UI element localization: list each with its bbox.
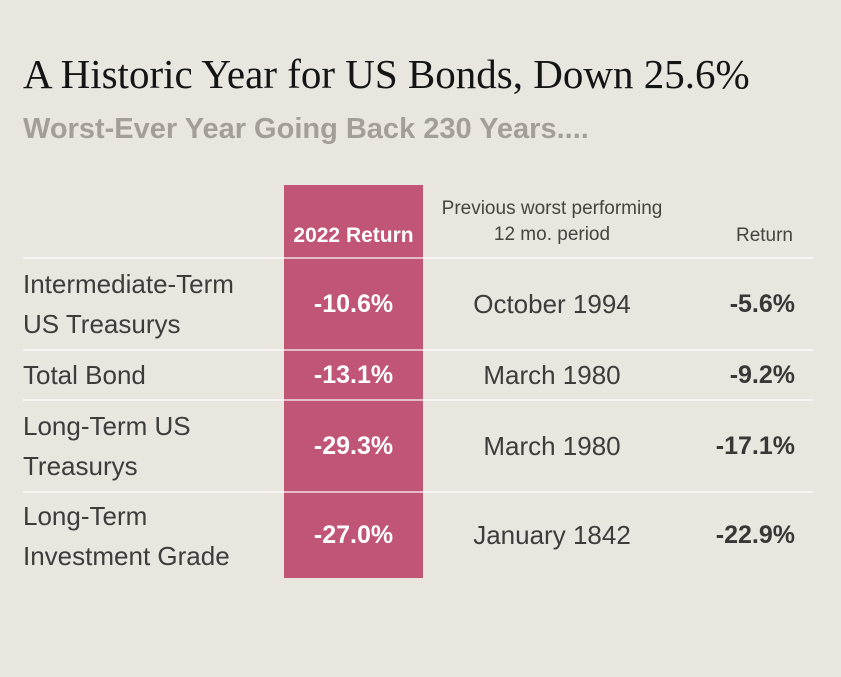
table-row: Long-Term Investment Grade -27.0% Januar…	[23, 491, 813, 578]
page-title: A Historic Year for US Bonds, Down 25.6%	[23, 51, 750, 97]
row-previous-return: -22.9%	[681, 491, 813, 578]
row-2022-return: -13.1%	[284, 349, 423, 399]
column-header-return: Return	[735, 225, 793, 246]
row-label: Intermediate-Term US Treasurys	[23, 257, 284, 349]
row-previous-return: -9.2%	[681, 349, 813, 399]
row-label: Total Bond	[23, 349, 284, 399]
row-label: Long-Term US Treasurys	[23, 399, 284, 491]
infographic-page: A Historic Year for US Bonds, Down 25.6%…	[0, 50, 841, 677]
row-2022-return: -29.3%	[284, 399, 423, 491]
row-2022-return: -10.6%	[284, 257, 423, 349]
page-subtitle: Worst-Ever Year Going Back 230 Years....	[23, 113, 589, 145]
table-header-row: 2022 Return Previous worst performing 12…	[23, 185, 813, 257]
row-previous-period: March 1980	[423, 399, 681, 491]
row-previous-period: March 1980	[423, 349, 681, 399]
table-row: Long-Term US Treasurys -29.3% March 1980…	[23, 399, 813, 491]
column-header-2022-return: 2022 Return	[284, 185, 423, 257]
row-previous-period: October 1994	[423, 257, 681, 349]
row-previous-period: January 1842	[423, 491, 681, 578]
row-2022-return: -27.0%	[284, 491, 423, 578]
table-row: Total Bond -13.1% March 1980 -9.2%	[23, 349, 813, 399]
table-row: Intermediate-Term US Treasurys -10.6% Oc…	[23, 257, 813, 349]
bond-returns-table: 2022 Return Previous worst performing 12…	[23, 185, 813, 578]
header-spacer	[23, 185, 284, 257]
row-previous-return: -5.6%	[681, 257, 813, 349]
column-header-previous-period: Previous worst performing 12 mo. period	[441, 198, 663, 245]
row-previous-return: -17.1%	[681, 399, 813, 491]
row-label: Long-Term Investment Grade	[23, 491, 284, 578]
